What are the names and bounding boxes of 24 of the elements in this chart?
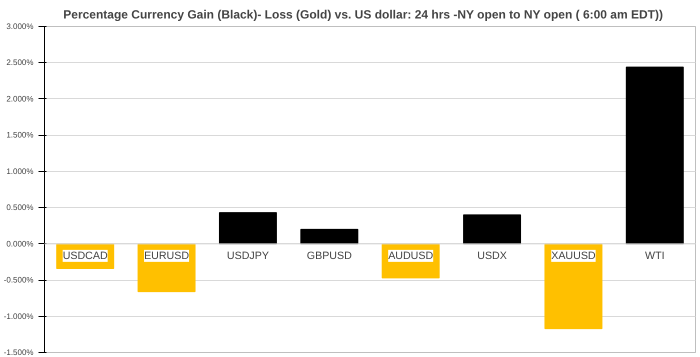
x-tick-label: USDCAD [62,250,108,262]
y-tick-label: -1.500% [4,348,34,357]
y-tick-label: 0.000% [6,239,34,248]
y-tick-label: 1.500% [6,130,34,140]
x-tick-label: USDJPY [226,250,269,262]
y-tick-label: 1.000% [6,166,34,176]
x-tick-label: WTI [645,250,665,262]
y-tick-label: 0.500% [6,203,34,212]
bar [300,228,358,244]
x-tick-label: XAUUSD [551,250,596,262]
x-tick-label: USDX [477,250,507,262]
y-tick-label: 3.000% [6,22,34,31]
y-tick-label: 2.000% [6,94,34,104]
y-tick-label: 2.500% [6,58,34,68]
y-tick-label: -1.000% [4,312,34,321]
x-tick-label: EURUSD [144,250,190,262]
x-tick-label: AUDUSD [388,250,434,262]
bar [463,214,522,244]
bar [544,243,602,330]
chart-title: Percentage Currency Gain (Black)- Loss (Gold) vs. US dollar: 24 hrs -NY open to NY open ( 6:00 am EDT)) [63,8,663,22]
bar [626,66,684,244]
x-tick-label: GBPUSD [306,250,352,262]
bar [218,212,277,244]
y-tick-label: -0.500% [4,276,34,285]
